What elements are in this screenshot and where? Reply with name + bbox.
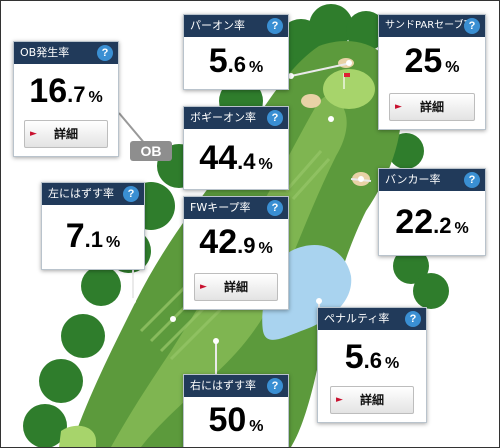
stat-card-miss-right: 右にはずす率? 50% <box>183 374 289 447</box>
bunker <box>301 94 321 108</box>
card-header: 右にはずす率? <box>184 375 288 397</box>
tee-area <box>59 425 96 447</box>
card-title: パーオン率 <box>190 19 245 32</box>
marker-dots <box>130 60 364 344</box>
flag-icon <box>343 73 350 89</box>
stat-value: 42.9% <box>199 223 273 261</box>
card-header: ペナルティ率? <box>318 308 426 330</box>
card-header: サンドPARセーブ率? <box>379 15 485 37</box>
stat-value: 5.6% <box>208 42 264 80</box>
help-icon[interactable]: ? <box>405 311 421 327</box>
stat-card-fairway-keep: FWキープ率? 42.9% ► 詳細 <box>183 196 289 310</box>
card-title: OB発生率 <box>20 46 70 59</box>
stat-value: 22.2% <box>395 203 469 241</box>
help-icon[interactable]: ? <box>267 18 283 34</box>
stat-value: 16.7% <box>29 72 103 110</box>
card-title: ボギーオン率 <box>190 111 256 124</box>
detail-button[interactable]: ► 詳細 <box>24 120 108 148</box>
putting-green <box>323 69 375 109</box>
stat-value: 5.6% <box>344 338 400 376</box>
card-title: FWキープ率 <box>190 201 251 214</box>
stat-card-bogey-on: ボギーオン率? 44.4% <box>183 106 289 190</box>
card-header: 左にはずす率? <box>42 183 144 205</box>
card-header: FWキープ率? <box>184 197 288 219</box>
card-header: バンカー率? <box>379 169 485 191</box>
card-header: パーオン率? <box>184 15 288 37</box>
card-header: ボギーオン率? <box>184 107 288 129</box>
ob-marker-label: OB <box>130 141 172 161</box>
stat-value: 7.1% <box>65 217 121 255</box>
arrow-right-icon: ► <box>30 129 37 139</box>
card-title: サンドPARセーブ率 <box>385 20 474 31</box>
stat-card-green-in-regulation: パーオン率? 5.6% <box>183 14 289 90</box>
detail-button[interactable]: ► 詳細 <box>330 386 414 414</box>
card-title: 左にはずす率 <box>48 187 114 200</box>
help-icon[interactable]: ? <box>267 200 283 216</box>
help-icon[interactable]: ? <box>267 110 283 126</box>
detail-button[interactable]: ► 詳細 <box>194 273 278 301</box>
arrow-right-icon: ► <box>336 395 343 405</box>
stat-card-penalty-rate: ペナルティ率? 5.6% ► 詳細 <box>317 307 427 423</box>
stat-card-bunker-rate: バンカー率? 22.2% <box>378 168 486 256</box>
card-header: OB発生率? <box>14 42 118 64</box>
help-icon[interactable]: ? <box>97 45 113 61</box>
help-icon[interactable]: ? <box>267 378 283 394</box>
stat-card-miss-left: 左にはずす率? 7.1% <box>41 182 145 270</box>
help-icon[interactable]: ? <box>123 186 139 202</box>
stat-card-ob-rate: OB発生率? 16.7% ► 詳細 <box>13 41 119 157</box>
card-title: バンカー率 <box>385 173 441 186</box>
arrow-right-icon: ► <box>395 102 402 112</box>
card-title: 右にはずす率 <box>190 379 256 392</box>
help-icon[interactable]: ? <box>464 172 480 188</box>
stat-value: 25% <box>404 42 460 80</box>
arrow-right-icon: ► <box>200 282 207 292</box>
detail-button[interactable]: ► 詳細 <box>389 93 475 121</box>
help-icon[interactable]: ? <box>464 18 480 34</box>
stat-value: 44.4% <box>199 139 273 177</box>
stat-card-sand-save: サンドPARセーブ率? 25% ► 詳細 <box>378 14 486 130</box>
stat-value: 50% <box>208 401 264 439</box>
card-title: ペナルティ率 <box>324 312 390 325</box>
